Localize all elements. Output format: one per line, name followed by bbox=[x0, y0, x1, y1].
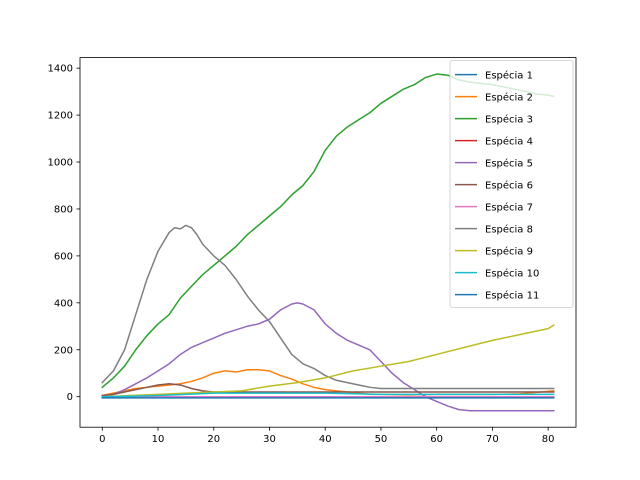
x-tick-label: 20 bbox=[207, 434, 220, 445]
legend-label: Espécia 5 bbox=[485, 158, 533, 170]
y-tick-label: 400 bbox=[54, 298, 73, 309]
series-layer bbox=[101, 73, 555, 412]
y-tick-label: 0 bbox=[67, 392, 73, 403]
x-tick-label: 70 bbox=[486, 434, 499, 445]
x-axis: 0 10 20 30 40 50 60 70 80 bbox=[99, 427, 555, 445]
y-tick-label: 1400 bbox=[48, 64, 73, 75]
x-tick-label: 30 bbox=[263, 434, 276, 445]
legend-label: Espécia 6 bbox=[485, 180, 533, 192]
plot-frame bbox=[79, 57, 577, 428]
x-tick-label: 0 bbox=[99, 434, 105, 445]
legend-label: Espécia 7 bbox=[485, 202, 533, 214]
y-tick-label: 800 bbox=[54, 204, 73, 215]
x-tick-label: 80 bbox=[542, 434, 555, 445]
x-tick-label: 40 bbox=[319, 434, 332, 445]
x-tick-label: 10 bbox=[152, 434, 165, 445]
legend-box bbox=[449, 60, 574, 308]
x-tick-label: 50 bbox=[375, 434, 388, 445]
y-tick-label: 200 bbox=[54, 345, 73, 356]
series-line-6 bbox=[101, 383, 555, 397]
legend-label: Espécia 1 bbox=[485, 70, 533, 82]
legend-label: Espécia 4 bbox=[485, 136, 533, 148]
legend-label: Espécia 11 bbox=[485, 290, 539, 302]
legend-label: Espécia 3 bbox=[485, 114, 533, 126]
legend-label: Espécia 8 bbox=[485, 224, 533, 236]
x-tick-label: 60 bbox=[430, 434, 443, 445]
series-line-5 bbox=[101, 302, 555, 412]
y-tick-label: 600 bbox=[54, 251, 73, 262]
legend-label: Espécia 9 bbox=[485, 246, 533, 258]
series-line-8 bbox=[101, 224, 555, 390]
series-line-9 bbox=[101, 324, 555, 398]
legend: Espécia 1 Espécia 2 Espécia 3 Espécia 4 Espé… bbox=[449, 60, 574, 308]
y-axis: 0 200 400 600 800 1000 1200 1400 bbox=[48, 64, 80, 403]
y-tick-label: 1200 bbox=[48, 111, 73, 122]
legend-label: Espécia 10 bbox=[485, 268, 539, 280]
series-line-10 bbox=[101, 392, 555, 398]
y-tick-label: 1000 bbox=[48, 158, 73, 169]
legend-label: Espécia 2 bbox=[485, 92, 533, 104]
